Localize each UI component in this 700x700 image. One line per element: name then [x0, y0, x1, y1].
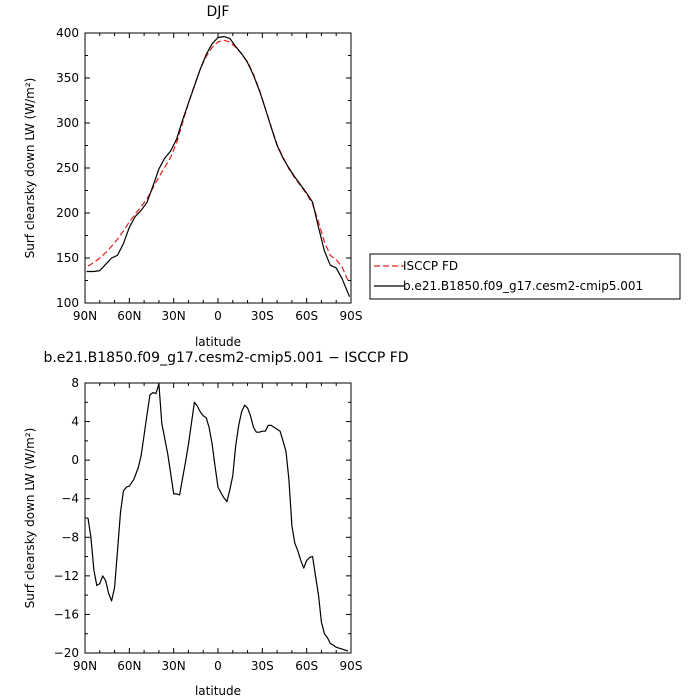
- legend: ISCCP FD b.e21.B1850.f09_g17.cesm2-cmip5…: [369, 253, 681, 300]
- bottom-series: [87, 383, 349, 652]
- top-plot-frame: [84, 32, 352, 304]
- bottom-y-ticks: −20 −16 −12 −8 −4 0 4 8: [54, 376, 351, 660]
- y-tick-label: 400: [56, 26, 79, 40]
- x-tick-label: 60S: [295, 309, 318, 323]
- series-line-1: [86, 35, 351, 297]
- y-tick-label: 8: [71, 376, 79, 390]
- bottom-y-axis-label: Surf clearsky down LW (W/m²): [23, 428, 37, 609]
- y-tick-label: 300: [56, 116, 79, 130]
- y-tick-label: 100: [56, 296, 79, 310]
- y-tick-label: 200: [56, 206, 79, 220]
- top-series: [86, 35, 351, 297]
- top-chart-title: DJF: [207, 4, 230, 20]
- y-tick-label: 250: [56, 161, 79, 175]
- bottom-panel: b.e21.B1850.f09_g17.cesm2-cmip5.001 − IS…: [23, 350, 409, 698]
- series-line-0: [87, 383, 349, 652]
- x-tick-label: 60S: [295, 659, 318, 673]
- bottom-plot-frame: [84, 382, 352, 654]
- x-tick-label: 60N: [117, 659, 141, 673]
- y-tick-label: 4: [71, 415, 79, 429]
- x-tick-label: 90N: [73, 309, 97, 323]
- x-tick-label: 30S: [251, 659, 274, 673]
- x-tick-label: 30N: [162, 309, 186, 323]
- legend-box: [369, 253, 681, 300]
- top-x-ticks: 90N 60N 30N 0 30S 60S 90S: [73, 33, 363, 323]
- y-tick-label: −16: [54, 607, 79, 621]
- top-y-ticks: 100 150 200 250 300 350 400: [56, 26, 351, 310]
- x-tick-label: 60N: [117, 309, 141, 323]
- top-panel: DJF 100 150 200 250 300 350 400 90N 60N 30N 0 30S 6…: [23, 4, 681, 349]
- y-tick-label: −4: [61, 492, 79, 506]
- series-line-0: [87, 39, 349, 281]
- legend-label-cesm2: b.e21.B1850.f09_g17.cesm2-cmip5.001: [403, 279, 643, 293]
- y-tick-label: 350: [56, 71, 79, 85]
- bottom-x-ticks: 90N 60N 30N 0 30S 60S 90S: [73, 383, 363, 673]
- bottom-chart-title: b.e21.B1850.f09_g17.cesm2-cmip5.001 − IS…: [43, 350, 408, 366]
- top-y-axis-label: Surf clearsky down LW (W/m²): [23, 78, 37, 259]
- x-tick-label: 90S: [340, 659, 363, 673]
- x-tick-label: 30S: [251, 309, 274, 323]
- bottom-x-axis-label: latitude: [195, 684, 241, 698]
- x-tick-label: 30N: [162, 659, 186, 673]
- y-tick-label: 0: [71, 453, 79, 467]
- y-tick-label: −8: [61, 530, 79, 544]
- legend-label-isccp: ISCCP FD: [403, 259, 458, 273]
- x-tick-label: 0: [214, 309, 222, 323]
- y-tick-label: −20: [54, 646, 79, 660]
- x-tick-label: 90N: [73, 659, 97, 673]
- y-tick-label: 150: [56, 251, 79, 265]
- x-tick-label: 0: [214, 659, 222, 673]
- x-tick-label: 90S: [340, 309, 363, 323]
- y-tick-label: −12: [54, 569, 79, 583]
- top-x-axis-label: latitude: [195, 335, 241, 349]
